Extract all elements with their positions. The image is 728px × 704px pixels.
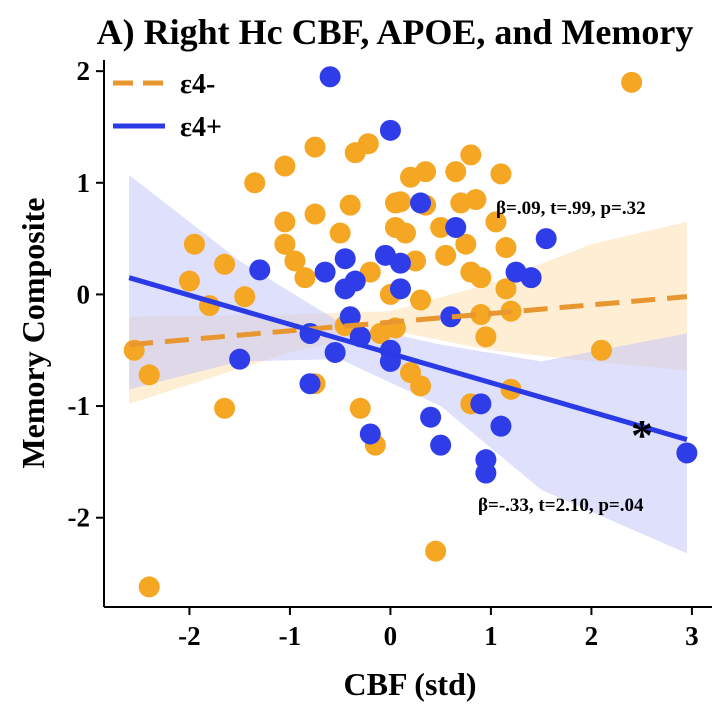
point-e4-pos — [420, 406, 442, 428]
x-tick-label: 1 — [484, 621, 498, 651]
point-e4-pos — [535, 228, 557, 250]
point-e4-neg — [430, 216, 452, 238]
chart-title: A) Right Hc CBF, APOE, and Memory — [97, 12, 694, 52]
point-e4-neg — [470, 267, 492, 289]
point-e4-neg — [284, 250, 306, 272]
x-tick-label: 3 — [685, 621, 699, 651]
point-e4-neg — [244, 172, 266, 194]
y-tick-label: 2 — [77, 56, 91, 86]
point-e4-neg — [234, 286, 256, 308]
point-e4-pos — [314, 261, 336, 283]
point-e4-pos — [229, 348, 251, 370]
point-e4-neg — [495, 237, 517, 259]
point-e4-neg — [445, 161, 467, 183]
point-e4-neg — [138, 364, 160, 386]
x-tick-label: 0 — [384, 621, 398, 651]
point-e4-pos — [379, 119, 401, 141]
point-e4-neg — [274, 155, 296, 177]
point-e4-neg — [410, 375, 432, 397]
y-tick-label: -2 — [68, 503, 91, 533]
point-e4-pos — [470, 393, 492, 415]
point-e4-neg — [485, 211, 507, 233]
point-e4-pos — [359, 423, 381, 445]
point-e4-neg — [394, 222, 416, 244]
point-e4-neg — [475, 326, 497, 348]
stat-annotation-e4-pos: β=-.33, t=2.10, p=.04 — [478, 495, 644, 516]
point-e4-pos — [389, 278, 411, 300]
point-e4-neg — [274, 233, 296, 255]
point-e4-neg — [410, 289, 432, 311]
point-e4-neg — [435, 244, 457, 266]
y-axis-label: Memory Composite — [15, 197, 51, 468]
significance-asterisk: * — [631, 411, 653, 460]
point-e4-neg — [304, 203, 326, 225]
legend: ε4- ε4+ — [113, 69, 222, 143]
stat-annotation-e4-neg: β=.09, t=.99, p=.32 — [496, 198, 646, 219]
point-e4-neg — [460, 144, 482, 166]
point-e4-neg — [590, 339, 612, 361]
point-e4-pos — [410, 192, 432, 214]
data-points — [123, 66, 698, 598]
point-e4-pos — [344, 270, 366, 292]
point-e4-neg — [389, 191, 411, 213]
point-e4-neg — [490, 163, 512, 185]
point-e4-neg — [214, 253, 236, 275]
fit-line-e4-neg — [128, 294, 688, 348]
point-e4-pos — [440, 306, 462, 328]
point-e4-pos — [319, 66, 341, 88]
point-e4-pos — [676, 442, 698, 464]
point-e4-pos — [339, 306, 361, 328]
point-e4-neg — [178, 270, 200, 292]
point-e4-neg — [470, 304, 492, 326]
y-tick-label: -1 — [68, 391, 91, 421]
point-e4-neg — [425, 540, 447, 562]
y-ticks: -2 -1 0 1 2 — [68, 56, 104, 533]
point-e4-pos — [249, 259, 271, 281]
point-e4-neg — [465, 189, 487, 211]
point-e4-pos — [389, 252, 411, 274]
point-e4-neg — [455, 233, 477, 255]
point-e4-pos — [334, 248, 356, 270]
point-e4-neg — [329, 222, 351, 244]
point-e4-neg — [138, 576, 160, 598]
fit-line-e4-pos — [128, 275, 688, 442]
plot-area — [123, 66, 698, 598]
x-tick-label: -1 — [279, 621, 302, 651]
point-e4-neg — [274, 211, 296, 233]
point-e4-neg — [415, 161, 437, 183]
y-tick-label: 0 — [77, 279, 91, 309]
point-e4-neg — [339, 194, 361, 216]
point-e4-pos — [445, 216, 467, 238]
x-axis-label: CBF (std) — [343, 666, 476, 702]
point-e4-pos — [475, 462, 497, 484]
point-e4-neg — [214, 397, 236, 419]
point-e4-pos — [324, 341, 346, 363]
point-e4-neg — [621, 71, 643, 93]
point-e4-neg — [294, 267, 316, 289]
point-e4-pos — [490, 415, 512, 437]
point-e4-pos — [430, 434, 452, 456]
point-e4-neg — [357, 133, 379, 155]
x-tick-label: 2 — [585, 621, 599, 651]
y-tick-label: 1 — [77, 168, 91, 198]
x-ticks: -2 -1 0 1 2 3 — [178, 607, 699, 651]
point-e4-neg — [304, 136, 326, 158]
point-e4-pos — [299, 373, 321, 395]
x-tick-label: -2 — [178, 621, 201, 651]
legend-label-e4-pos: ε4+ — [180, 112, 222, 143]
point-e4-pos — [520, 267, 542, 289]
axes: -2 -1 0 1 2 3 -2 -1 0 1 2 — [68, 56, 712, 651]
fit-lines — [128, 275, 688, 442]
point-e4-neg — [183, 233, 205, 255]
point-e4-neg — [349, 397, 371, 419]
point-e4-neg — [495, 278, 517, 300]
legend-label-e4-neg: ε4- — [180, 69, 215, 100]
